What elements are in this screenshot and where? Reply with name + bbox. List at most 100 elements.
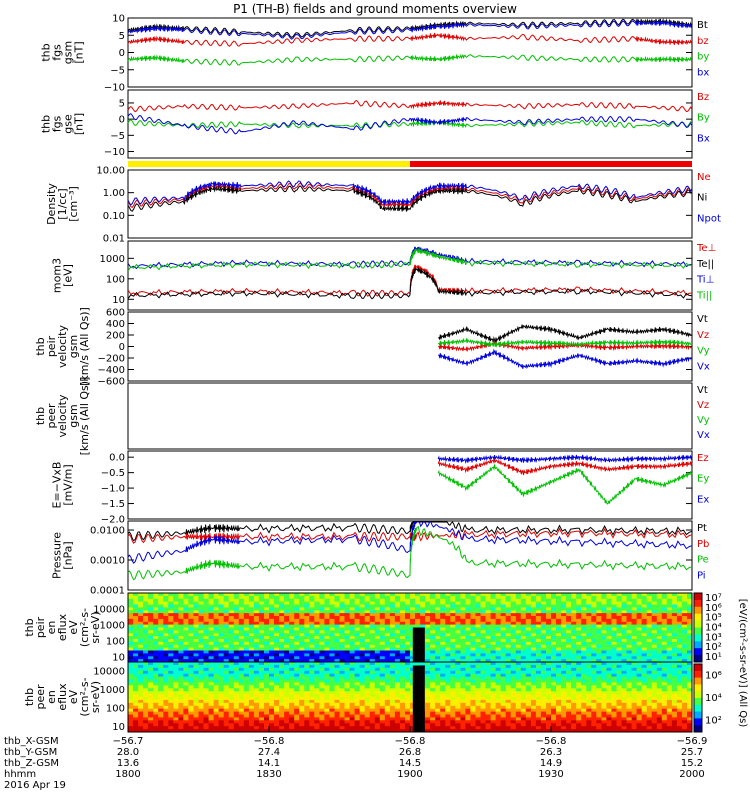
heatmap-cell <box>279 676 285 680</box>
ytick-label: −5 <box>110 131 125 142</box>
heatmap-cell <box>510 702 517 707</box>
heatmap-cell <box>359 653 366 657</box>
heatmap-cell <box>676 644 683 649</box>
heatmap-cell <box>304 647 310 651</box>
heatmap-cell <box>556 697 562 701</box>
heatmap-cell <box>248 702 255 707</box>
heatmap-cell <box>334 630 340 634</box>
heatmap-cell <box>455 650 461 654</box>
heatmap-cell <box>354 726 361 730</box>
heatmap-cell <box>188 662 194 666</box>
heatmap-cell <box>420 607 426 611</box>
heatmap-cell <box>480 613 486 617</box>
heatmap-cell <box>621 604 627 608</box>
heatmap-cell <box>465 691 471 695</box>
heatmap-cell <box>349 624 356 628</box>
heatmap-cell <box>203 702 209 707</box>
heatmap-cell <box>289 705 295 710</box>
heatmap-cell <box>636 650 643 654</box>
heatmap-cell <box>430 639 436 643</box>
heatmap-cell <box>495 653 502 657</box>
heatmap-cell <box>435 662 441 666</box>
heatmap-cell <box>435 633 441 637</box>
heatmap-cell <box>465 664 471 669</box>
heatmap-cell <box>651 650 658 654</box>
heatmap-cell <box>183 688 189 692</box>
heatmap-cell <box>269 636 275 640</box>
heatmap-cell <box>425 676 431 680</box>
heatmap-cell <box>455 702 461 707</box>
heatmap-cell <box>540 714 547 718</box>
heatmap-cell <box>374 697 381 701</box>
heatmap-cell <box>656 607 663 611</box>
heatmap-cell <box>465 653 471 657</box>
heatmap-cell <box>505 726 512 730</box>
heatmap-cell <box>168 702 174 707</box>
heatmap-cell <box>540 670 547 675</box>
heatmap-cell <box>359 711 366 715</box>
heatmap-cell <box>475 694 481 698</box>
heatmap-cell <box>178 699 184 704</box>
heatmap-cell <box>515 656 522 660</box>
heatmap-cell <box>243 705 250 710</box>
heatmap-cell <box>551 697 557 701</box>
heatmap-cell <box>379 647 386 651</box>
heatmap-cell <box>566 621 572 626</box>
heatmap-cell <box>304 723 310 727</box>
heatmap-cell <box>354 598 361 603</box>
heatmap-cell <box>203 636 209 640</box>
heatmap-cell <box>369 633 376 637</box>
heatmap-cell <box>289 726 295 730</box>
heatmap-cell <box>178 705 184 710</box>
heatmap-cell <box>233 616 240 620</box>
heatmap-cell <box>470 639 476 643</box>
heatmap-cell <box>314 676 320 680</box>
heatmap-cell <box>666 610 673 614</box>
heatmap-cell <box>238 601 245 605</box>
heatmap-cell <box>339 720 345 724</box>
heatmap-cell <box>128 720 134 724</box>
heatmap-cell <box>193 688 199 692</box>
heatmap-cell <box>410 607 416 611</box>
heatmap-cell <box>183 676 189 680</box>
heatmap-cell <box>163 650 169 654</box>
heatmap-cell <box>374 621 381 626</box>
series-Ey <box>437 464 693 505</box>
heatmap-cell <box>218 711 225 715</box>
heatmap-cell <box>208 659 215 663</box>
heatmap-cell <box>299 697 305 701</box>
heatmap-cell <box>571 613 577 617</box>
heatmap-cell <box>586 604 592 608</box>
heatmap-cell <box>535 618 542 623</box>
heatmap-cell <box>299 673 305 678</box>
heatmap-cell <box>238 633 245 637</box>
heatmap-cell <box>440 633 446 637</box>
heatmap-cell <box>480 624 486 628</box>
heatmap-cell <box>470 627 476 631</box>
heatmap-cell <box>258 659 265 663</box>
heatmap-cell <box>571 650 577 654</box>
heatmap-cell <box>228 659 235 663</box>
heatmap-cell <box>248 633 255 637</box>
legend-Pt: Pt <box>697 523 707 534</box>
heatmap-cell <box>299 667 305 672</box>
heatmap-cell <box>445 595 451 600</box>
heatmap-cell <box>525 691 532 695</box>
heatmap-cell <box>520 662 527 666</box>
heatmap-cell <box>289 593 295 597</box>
heatmap-cell <box>480 702 486 707</box>
heatmap-cell <box>450 691 456 695</box>
heatmap-cell <box>344 610 350 614</box>
heatmap-cell <box>571 644 577 649</box>
heatmap-cell <box>581 656 587 660</box>
heatmap-cell <box>213 673 220 678</box>
heatmap-cell <box>359 630 366 634</box>
heatmap-cell <box>500 685 507 689</box>
heatmap-cell <box>465 639 471 643</box>
series-Vx <box>438 348 693 370</box>
heatmap-cell <box>535 598 542 603</box>
heatmap-cell <box>148 726 154 730</box>
heatmap-cell <box>349 636 356 640</box>
heatmap-cell <box>490 647 497 651</box>
heatmap-cell <box>364 691 371 695</box>
